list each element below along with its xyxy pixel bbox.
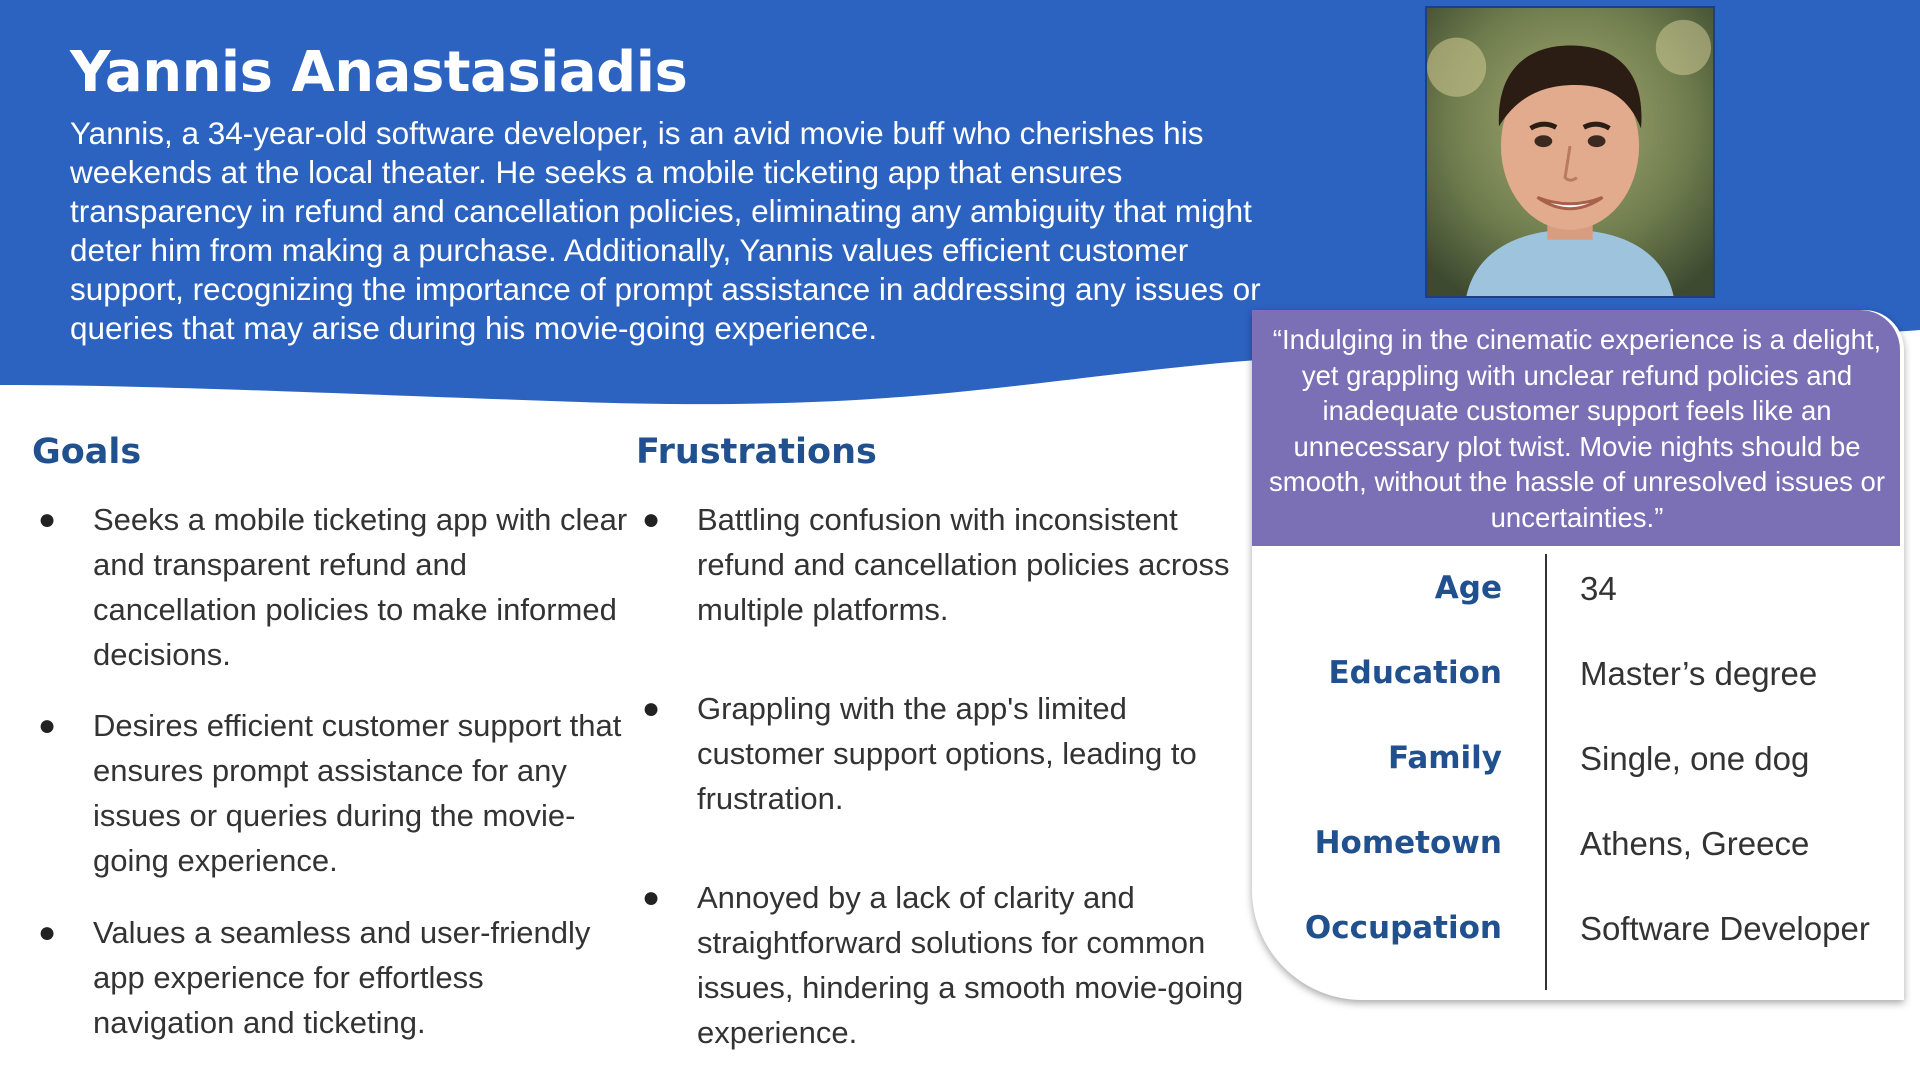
- attribute-label-hometown: Hometown: [1314, 825, 1502, 861]
- attribute-label-age: Age: [1434, 570, 1502, 606]
- attribute-value-education: Master’s degree: [1580, 655, 1818, 692]
- frustration-item: ● Annoyed by a lack of clarity and strai…: [636, 875, 1256, 1055]
- attribute-value-family: Single, one dog: [1580, 740, 1810, 777]
- persona-bio: Yannis, a 34-year-old software developer…: [70, 115, 1261, 346]
- attribute-label-family: Family: [1387, 740, 1502, 776]
- goal-item: ● Seeks a mobile ticketing app with clea…: [32, 497, 632, 677]
- card-divider: [1545, 554, 1547, 990]
- persona-photo: [1425, 6, 1715, 298]
- bullet-icon: ●: [38, 709, 57, 742]
- persona-name: Yannis Anastasiadis: [70, 40, 688, 105]
- bullet-icon: ●: [642, 692, 661, 725]
- bullet-icon: ●: [642, 503, 661, 536]
- bullet-icon: ●: [38, 503, 57, 536]
- persona-portrait-image: [1427, 8, 1713, 296]
- attribute-label-occupation: Occupation: [1304, 910, 1502, 946]
- frustrations-heading: Frustrations: [636, 432, 877, 472]
- quote-box: “Indulging in the cinematic experience i…: [1252, 310, 1900, 546]
- persona-info-card: “Indulging in the cinematic experience i…: [1252, 310, 1904, 1000]
- attribute-label-education: Education: [1328, 655, 1502, 691]
- attribute-value-occupation: Software Developer: [1580, 910, 1870, 947]
- bullet-icon: ●: [38, 916, 57, 949]
- bullet-icon: ●: [642, 881, 661, 914]
- attribute-value-age: 34: [1580, 570, 1617, 607]
- frustration-item: ● Battling confusion with inconsistent r…: [636, 497, 1236, 632]
- attribute-value-hometown: Athens, Greece: [1580, 825, 1810, 862]
- persona-quote: “Indulging in the cinematic experience i…: [1268, 324, 1886, 533]
- frustration-item: ● Grappling with the app's limited custo…: [636, 686, 1216, 821]
- goal-item: ● Desires efficient customer support tha…: [32, 703, 632, 883]
- goals-heading: Goals: [32, 432, 142, 472]
- goal-item: ● Values a seamless and user-friendly ap…: [32, 910, 632, 1045]
